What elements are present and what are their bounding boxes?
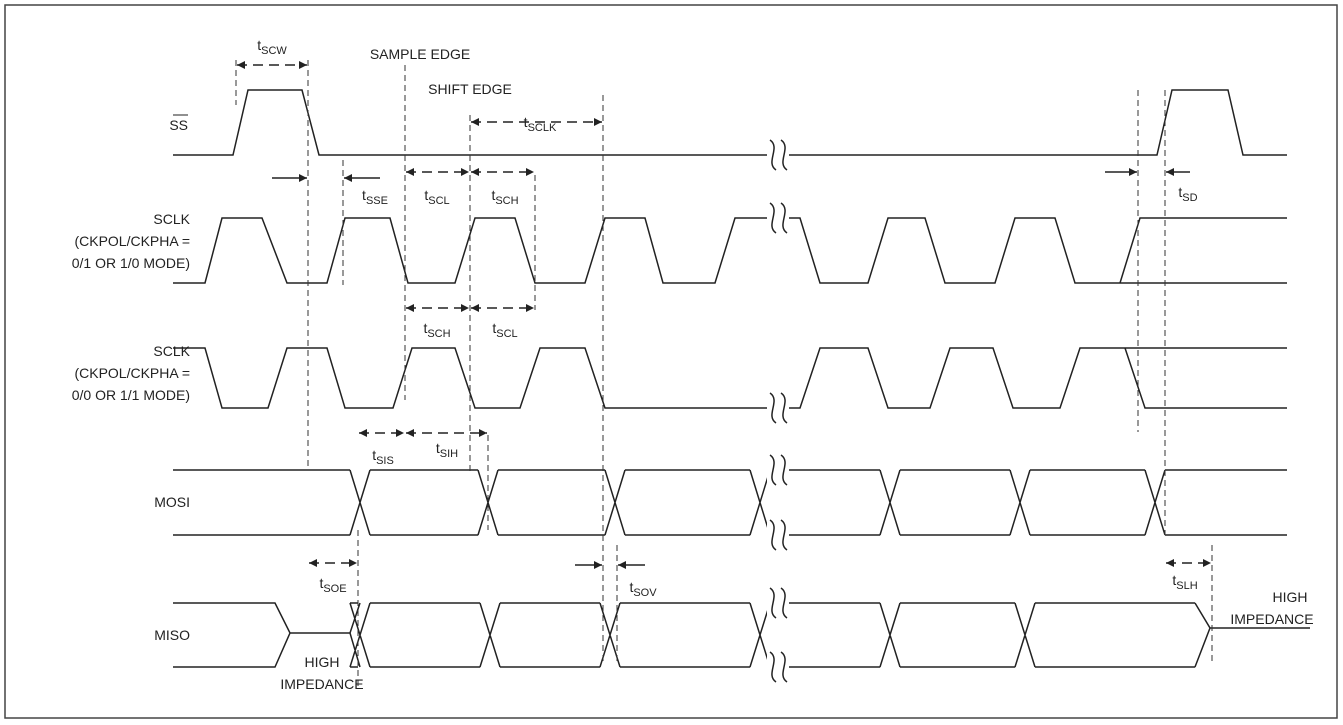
timing-t: t xyxy=(372,447,376,463)
annotation: IMPEDANCE xyxy=(1230,611,1313,627)
timing-sub: SIH xyxy=(440,448,458,460)
timing-label: tSCW xyxy=(257,37,287,57)
timing-sub: SCL xyxy=(496,328,517,340)
timing-t: t xyxy=(424,187,428,203)
signal-name: MOSI xyxy=(154,494,190,510)
bus-line xyxy=(173,602,1310,668)
break-curve xyxy=(769,651,777,683)
timing-sub: SD xyxy=(1182,192,1197,204)
signal-name: SS xyxy=(169,117,188,133)
timing-t: t xyxy=(319,575,323,591)
timing-label: tSIS xyxy=(372,447,394,467)
signal-name: SCLK xyxy=(153,343,190,359)
break-curve xyxy=(769,587,777,619)
timing-sub: SOE xyxy=(323,583,346,595)
sclk1-wave xyxy=(173,217,1287,284)
timing-sub: SCL xyxy=(428,195,449,207)
break-curve xyxy=(769,454,777,486)
timing-sub: SLH xyxy=(1176,580,1197,592)
break-curve xyxy=(769,519,777,551)
timing-arrows xyxy=(237,61,1211,569)
break-curve xyxy=(769,392,777,424)
signal-labels: SS SCLK (CKPOL/CKPHA = 0/1 OR 1/0 MODE) … xyxy=(72,114,191,643)
timing-label: tSD xyxy=(1178,184,1197,204)
timing-t: t xyxy=(362,187,366,203)
frame xyxy=(4,4,1338,719)
annotations: SAMPLE EDGE SHIFT EDGE HIGH IMPEDANCE HI… xyxy=(280,46,1313,692)
break-gap xyxy=(767,395,789,421)
break-curve xyxy=(780,139,788,171)
annotation: HIGH xyxy=(1273,589,1308,605)
annotation: IMPEDANCE xyxy=(280,676,363,692)
annotation: SAMPLE EDGE xyxy=(370,46,470,62)
timing-label: tSCL xyxy=(492,320,517,340)
timing-label: tSCH xyxy=(423,320,450,340)
timing-t: t xyxy=(1172,572,1176,588)
signal-mode: (CKPOL/CKPHA = xyxy=(74,233,190,249)
timing-t: t xyxy=(524,114,528,130)
sclk2-wave xyxy=(173,347,1287,409)
timing-label: tSCH xyxy=(491,187,518,207)
timing-sub: SCH xyxy=(495,195,518,207)
timing-t: t xyxy=(436,440,440,456)
break-curve xyxy=(780,651,788,683)
timing-label: tSIH xyxy=(436,440,458,460)
break-curve xyxy=(780,392,788,424)
break-gap xyxy=(767,142,789,168)
signal-name: MISO xyxy=(154,627,190,643)
timing-label: tSSE xyxy=(362,187,388,207)
timing-t: t xyxy=(629,579,633,595)
signal-mode: 0/0 OR 1/1 MODE) xyxy=(72,387,190,403)
break-gap xyxy=(767,654,789,680)
timing-label: tSOE xyxy=(319,575,346,595)
break-marks xyxy=(767,139,789,683)
break-curve xyxy=(769,139,777,171)
timing-label: tSLH xyxy=(1172,572,1197,592)
break-gap xyxy=(767,522,789,548)
timing-sub: SSE xyxy=(366,195,388,207)
break-gap xyxy=(767,590,789,616)
timing-sub: SCLK xyxy=(528,122,557,134)
timing-label: tSOV xyxy=(629,579,657,599)
break-curve xyxy=(769,202,777,234)
timing-t: t xyxy=(1178,184,1182,200)
break-curve xyxy=(780,519,788,551)
reference-lines xyxy=(235,60,1213,690)
timing-sub: SOV xyxy=(633,587,657,599)
bus-line xyxy=(173,469,1287,536)
timing-sub: SCH xyxy=(427,328,450,340)
signal-mode: 0/1 OR 1/0 MODE) xyxy=(72,255,190,271)
timing-label: tSCLK xyxy=(524,114,557,134)
mosi-wave xyxy=(173,469,1287,536)
break-curve xyxy=(780,587,788,619)
signal-name: SCLK xyxy=(153,211,190,227)
ss-wave xyxy=(173,89,1287,156)
timing-label: tSCL xyxy=(424,187,449,207)
timing-t: t xyxy=(491,187,495,203)
annotation: SHIFT EDGE xyxy=(428,81,512,97)
break-gap xyxy=(767,205,789,231)
miso-wave xyxy=(173,602,1310,668)
signal-mode: (CKPOL/CKPHA = xyxy=(74,365,190,381)
timing-t: t xyxy=(423,320,427,336)
break-curve xyxy=(780,454,788,486)
annotation: HIGH xyxy=(305,654,340,670)
timing-t: t xyxy=(257,37,261,53)
timing-sub: SIS xyxy=(376,455,394,467)
break-gap xyxy=(767,457,789,483)
break-curve xyxy=(780,202,788,234)
timing-sub: SCW xyxy=(261,45,287,57)
timing-t: t xyxy=(492,320,496,336)
